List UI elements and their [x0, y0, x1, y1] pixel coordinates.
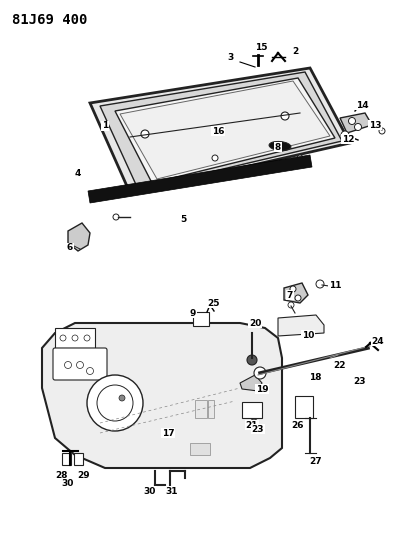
Polygon shape: [115, 78, 335, 183]
Text: 5: 5: [180, 215, 186, 224]
Polygon shape: [120, 81, 330, 179]
Polygon shape: [90, 68, 350, 193]
Text: 14: 14: [356, 101, 368, 109]
Circle shape: [97, 385, 133, 421]
Text: 30: 30: [62, 479, 74, 488]
Text: 26: 26: [292, 421, 304, 430]
Bar: [55, 328, 95, 348]
Text: 30: 30: [144, 487, 156, 496]
Polygon shape: [340, 113, 372, 133]
FancyBboxPatch shape: [53, 348, 107, 380]
Text: 12: 12: [342, 134, 354, 143]
Circle shape: [113, 214, 119, 220]
Circle shape: [64, 361, 72, 368]
Polygon shape: [88, 155, 312, 203]
Circle shape: [141, 130, 149, 138]
Text: 6: 6: [67, 244, 73, 253]
Circle shape: [212, 155, 218, 161]
Bar: [208, 400, 214, 418]
Circle shape: [254, 367, 266, 379]
Circle shape: [379, 128, 385, 134]
Circle shape: [281, 112, 289, 120]
Circle shape: [76, 361, 84, 368]
Circle shape: [250, 419, 258, 427]
Text: 7: 7: [287, 290, 293, 300]
Text: 19: 19: [256, 384, 268, 393]
Text: 22: 22: [334, 360, 346, 369]
Ellipse shape: [269, 141, 291, 151]
Polygon shape: [240, 375, 262, 391]
Text: 13: 13: [369, 120, 381, 130]
Text: 81J69 400: 81J69 400: [12, 13, 87, 27]
Circle shape: [72, 335, 78, 341]
Circle shape: [290, 286, 296, 292]
Text: 23: 23: [354, 376, 366, 385]
Text: 28: 28: [56, 471, 68, 480]
Text: 9: 9: [190, 309, 196, 318]
Text: 20: 20: [249, 319, 261, 327]
Polygon shape: [100, 72, 342, 189]
Polygon shape: [68, 223, 90, 251]
Bar: [295, 396, 313, 418]
Bar: [242, 402, 262, 418]
Circle shape: [295, 295, 301, 301]
Circle shape: [86, 367, 94, 375]
Circle shape: [60, 335, 66, 341]
Text: 11: 11: [329, 280, 341, 289]
Circle shape: [247, 355, 257, 365]
Circle shape: [354, 124, 362, 131]
Polygon shape: [284, 283, 308, 303]
Text: 10: 10: [302, 330, 314, 340]
Text: 25: 25: [207, 298, 219, 308]
Circle shape: [297, 155, 303, 161]
Bar: [190, 443, 210, 455]
Text: 27: 27: [310, 456, 322, 465]
Text: 18: 18: [309, 374, 321, 383]
Bar: [74, 453, 83, 465]
Text: 24: 24: [372, 336, 384, 345]
Text: 8: 8: [275, 142, 281, 151]
Text: 29: 29: [78, 471, 90, 480]
Text: 15: 15: [255, 44, 267, 52]
Bar: [195, 400, 207, 418]
Circle shape: [341, 131, 349, 139]
Text: 16: 16: [212, 126, 224, 135]
Text: 4: 4: [75, 168, 81, 177]
Text: 3: 3: [227, 52, 233, 61]
Bar: [193, 312, 209, 326]
Text: 23: 23: [252, 424, 264, 433]
Circle shape: [84, 335, 90, 341]
Polygon shape: [278, 315, 324, 336]
Text: 17: 17: [162, 429, 174, 438]
Circle shape: [87, 375, 143, 431]
Text: 31: 31: [166, 487, 178, 496]
Circle shape: [288, 302, 294, 308]
Bar: [62, 453, 71, 465]
Text: 2: 2: [292, 46, 298, 55]
Circle shape: [119, 395, 125, 401]
Text: 21: 21: [246, 421, 258, 430]
Text: 1: 1: [102, 122, 108, 131]
Circle shape: [348, 117, 356, 125]
Circle shape: [316, 280, 324, 288]
Polygon shape: [42, 323, 282, 468]
